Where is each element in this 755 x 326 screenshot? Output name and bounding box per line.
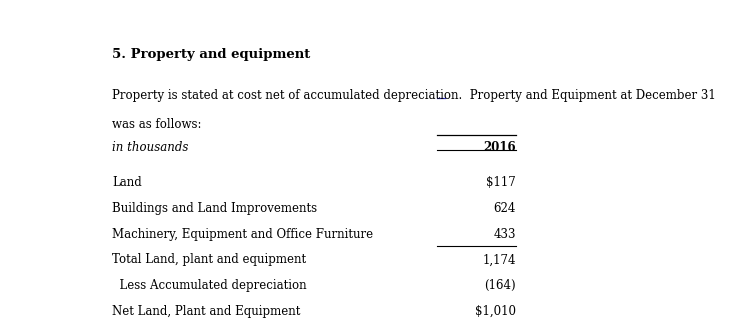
Text: 433: 433: [493, 228, 516, 241]
Text: Net Land, Plant and Equipment: Net Land, Plant and Equipment: [112, 305, 300, 318]
Text: Machinery, Equipment and Office Furniture: Machinery, Equipment and Office Furnitur…: [112, 228, 373, 241]
Text: Land: Land: [112, 176, 142, 189]
Text: was as follows:: was as follows:: [112, 118, 202, 131]
Text: 2016: 2016: [483, 141, 516, 154]
Text: in thousands: in thousands: [112, 141, 188, 154]
Text: Total Land, plant and equipment: Total Land, plant and equipment: [112, 254, 306, 266]
Text: Less Accumulated depreciation: Less Accumulated depreciation: [112, 279, 307, 292]
Text: 1,174: 1,174: [482, 254, 516, 266]
Text: $1,010: $1,010: [475, 305, 516, 318]
Text: $117: $117: [486, 176, 516, 189]
Text: (164): (164): [484, 279, 516, 292]
Text: Property is stated at cost net of accumulated depreciation.  Property and Equipm: Property is stated at cost net of accumu…: [112, 89, 716, 102]
Text: Buildings and Land Improvements: Buildings and Land Improvements: [112, 202, 317, 215]
Text: 5. Property and equipment: 5. Property and equipment: [112, 48, 310, 61]
Text: 624: 624: [493, 202, 516, 215]
